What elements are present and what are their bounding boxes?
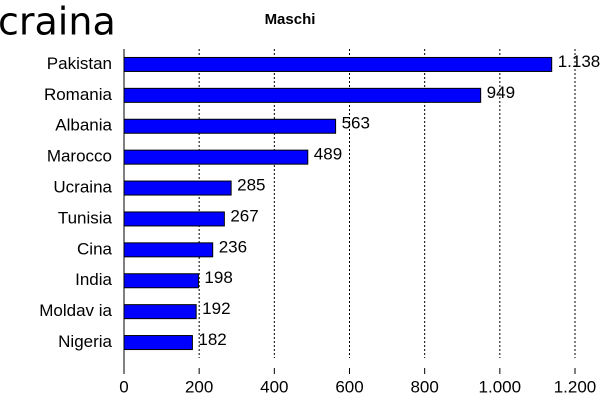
data-label: 192 bbox=[202, 299, 230, 318]
x-tick-label: 800 bbox=[410, 377, 438, 396]
y-tick-label: Romania bbox=[44, 85, 113, 104]
x-tick-label: 600 bbox=[335, 377, 363, 396]
annotation: craina bbox=[0, 0, 116, 44]
y-tick-label: Ucraina bbox=[53, 178, 112, 197]
data-label: 489 bbox=[314, 145, 342, 164]
data-label: 198 bbox=[204, 268, 232, 287]
data-label: 267 bbox=[230, 206, 258, 225]
bar bbox=[123, 180, 232, 196]
bar bbox=[123, 87, 482, 103]
y-tick-label: Marocco bbox=[47, 147, 112, 166]
x-tick-label: 0 bbox=[119, 377, 128, 396]
x-tick-label: 200 bbox=[185, 377, 213, 396]
data-label: 949 bbox=[487, 83, 515, 102]
y-tick-label: India bbox=[75, 270, 112, 289]
data-label: 1.138 bbox=[558, 52, 601, 71]
y-tick-label: Pakistan bbox=[47, 54, 112, 73]
y-tick-label: Moldav ia bbox=[39, 301, 112, 320]
bar bbox=[123, 273, 199, 289]
chart-title: Maschi bbox=[265, 11, 316, 28]
bar bbox=[123, 242, 214, 258]
bar bbox=[123, 118, 337, 134]
y-tick-label: Cina bbox=[77, 239, 113, 258]
data-label: 285 bbox=[237, 176, 265, 195]
x-tick-label: 1.200 bbox=[554, 377, 597, 396]
y-tick-label: Tunisia bbox=[58, 208, 113, 227]
bar bbox=[123, 56, 553, 72]
bar bbox=[123, 149, 309, 165]
x-tick-label: 1.000 bbox=[479, 377, 522, 396]
data-label: 182 bbox=[198, 330, 226, 349]
y-tick-label: Albania bbox=[55, 116, 112, 135]
y-tick-label: Nigeria bbox=[58, 332, 112, 351]
data-label: 563 bbox=[342, 114, 370, 133]
bar bbox=[123, 304, 197, 320]
data-label: 236 bbox=[219, 237, 247, 256]
bar bbox=[123, 211, 225, 227]
bar bbox=[123, 335, 193, 351]
x-tick-label: 400 bbox=[260, 377, 288, 396]
